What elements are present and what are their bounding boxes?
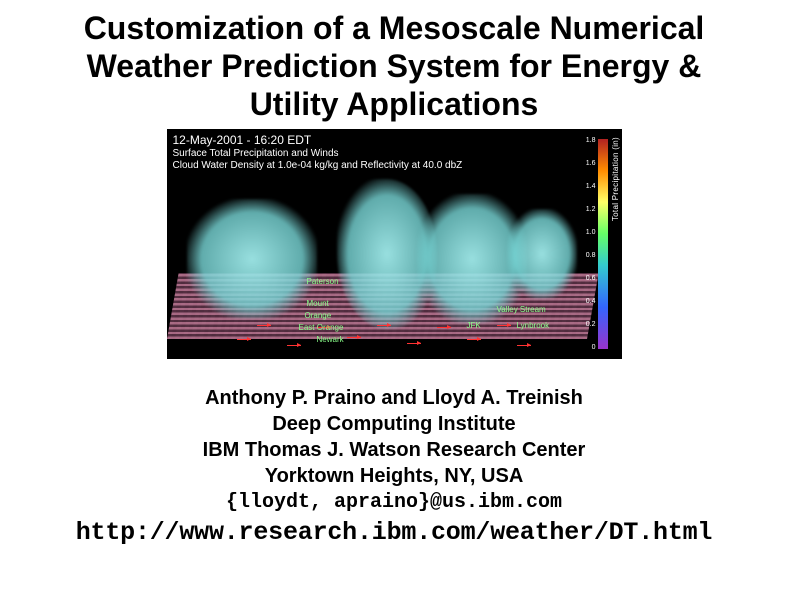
slide-title: Customization of a Mesoscale Numerical W… <box>0 0 788 123</box>
project-url: http://www.research.ibm.com/weather/DT.h… <box>0 518 788 547</box>
wind-vector <box>377 325 391 326</box>
author-emails: {lloydt, apraino}@us.ibm.com <box>0 491 788 514</box>
colorbar-tick: 0.8 <box>586 252 596 259</box>
colorbar-tick: 0 <box>586 344 596 351</box>
figure-container: Paterson Mount Orange East Orange Newark JFK V… <box>0 129 788 359</box>
authors-line: Anthony P. Praino and Lloyd A. Treinish <box>0 385 788 411</box>
wind-vector <box>257 325 271 326</box>
title-line-2: Weather Prediction System for Energy & <box>12 48 776 86</box>
title-line-3: Utility Applications <box>12 86 776 124</box>
author-block: Anthony P. Praino and Lloyd A. Treinish … <box>0 385 788 489</box>
colorbar-tick: 0.2 <box>586 321 596 328</box>
map-city-label: Orange <box>305 311 332 320</box>
map-city-label: Newark <box>317 335 344 344</box>
figure-timestamp: 12-May-2001 - 16:20 EDT <box>173 133 463 147</box>
colorbar-tick: 1.4 <box>586 183 596 190</box>
colorbar-tick: 0.4 <box>586 298 596 305</box>
wind-vector <box>467 339 481 340</box>
affiliation-1: Deep Computing Institute <box>0 411 788 437</box>
affiliation-2: IBM Thomas J. Watson Research Center <box>0 437 788 463</box>
wind-vector <box>347 337 361 338</box>
map-city-label: East Orange <box>299 323 344 332</box>
map-city-label: Mount <box>307 299 329 308</box>
map-city-label: Paterson <box>307 277 339 286</box>
figure-header: 12-May-2001 - 16:20 EDT Surface Total Pr… <box>173 133 463 171</box>
title-line-1: Customization of a Mesoscale Numerical <box>12 10 776 48</box>
wind-vector <box>407 343 421 344</box>
wind-vector <box>237 339 251 340</box>
colorbar-tick: 1.0 <box>586 229 596 236</box>
colorbar-tick: 0.6 <box>586 275 596 282</box>
cloud-volume <box>187 199 317 319</box>
colorbar-tick: 1.2 <box>586 206 596 213</box>
colorbar-tick: 1.6 <box>586 160 596 167</box>
wind-vector <box>287 345 301 346</box>
colorbar-label: Total Precipitation (in) <box>611 137 620 221</box>
wind-vector <box>497 325 511 326</box>
wind-vector <box>517 345 531 346</box>
cloud-volume <box>507 209 577 299</box>
affiliation-3: Yorktown Heights, NY, USA <box>0 463 788 489</box>
colorbar-ticks: 1.8 1.6 1.4 1.2 1.0 0.8 0.6 0.4 0.2 0 <box>586 137 596 351</box>
colorbar-tick: 1.8 <box>586 137 596 144</box>
slide: Customization of a Mesoscale Numerical W… <box>0 0 788 609</box>
weather-visualization: Paterson Mount Orange East Orange Newark JFK V… <box>167 129 622 359</box>
map-city-label: JFK <box>467 321 481 330</box>
colorbar <box>598 139 608 349</box>
map-city-label: Valley Stream <box>497 305 546 314</box>
wind-vector <box>437 327 451 328</box>
map-city-label: Lynbrook <box>517 321 550 330</box>
figure-caption-1: Surface Total Precipitation and Winds <box>173 148 463 160</box>
figure-caption-2: Cloud Water Density at 1.0e-04 kg/kg and… <box>173 160 463 172</box>
